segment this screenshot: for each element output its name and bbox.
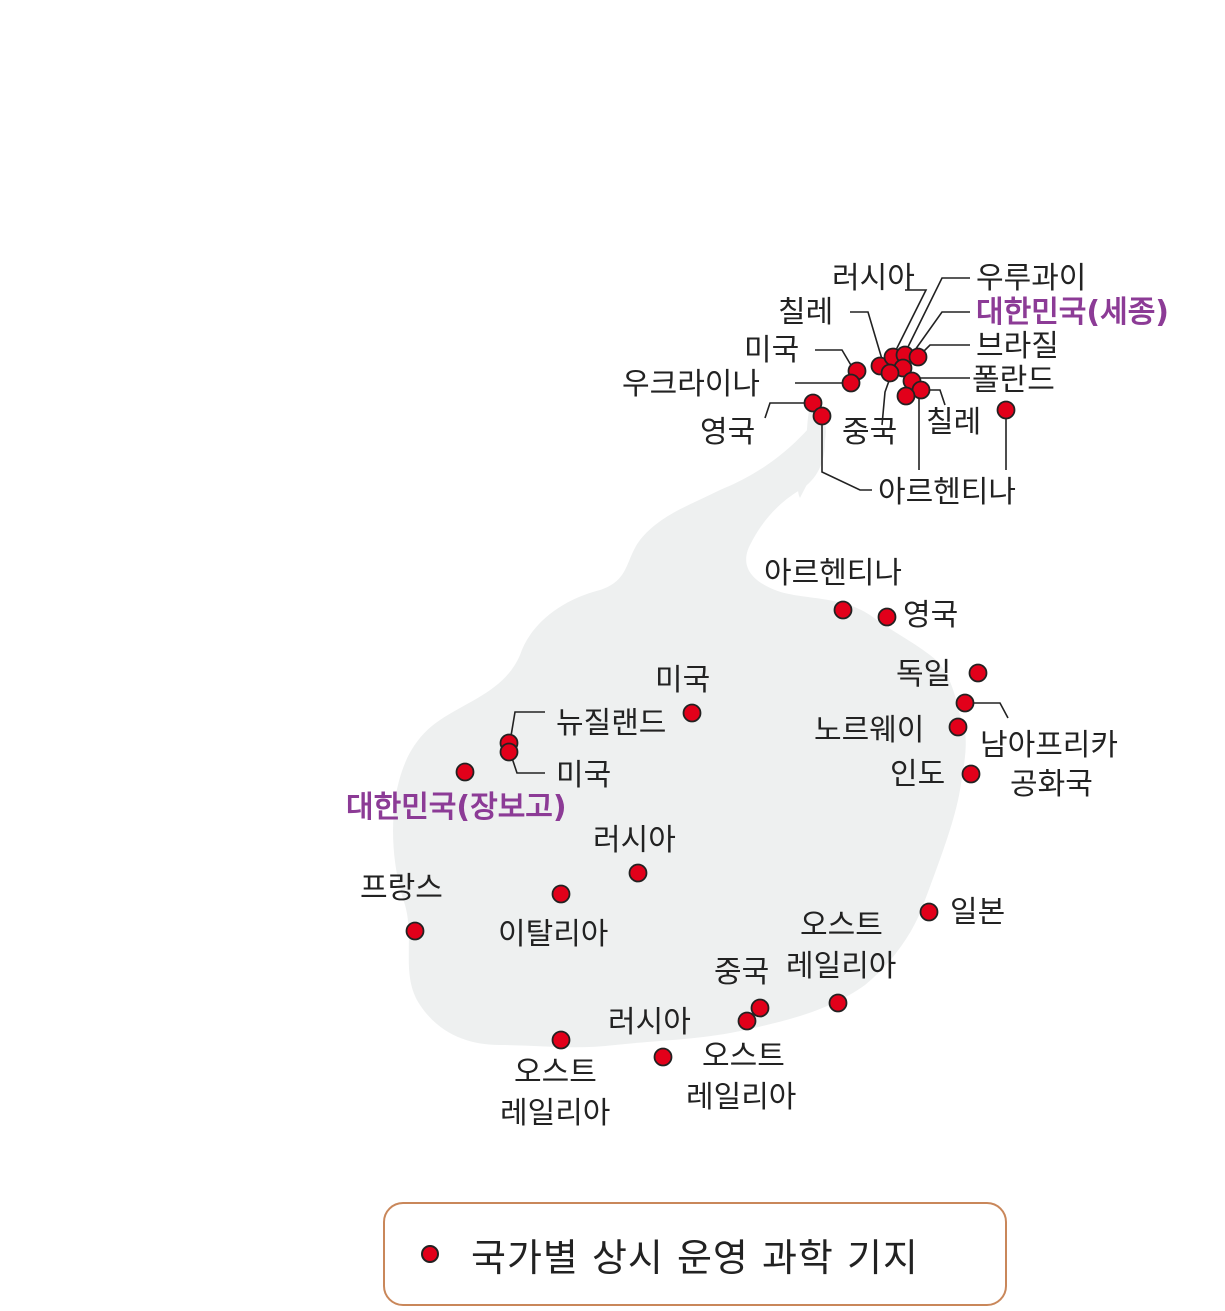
station-marker <box>996 400 1016 420</box>
leader-kg-russia <box>892 289 928 357</box>
label-m-aus1-line2: 레일리아 <box>786 949 896 984</box>
station-marker <box>628 863 648 883</box>
label-kg-argentina: 아르헨티나 <box>878 475 1016 510</box>
station-marker <box>841 373 861 393</box>
label-m-aus2-line1: 오스트 <box>702 1039 785 1074</box>
label-m-sa-line2: 공화국 <box>1010 767 1093 802</box>
leader-m-nz <box>509 711 545 743</box>
label-m-argentina: 아르헨티나 <box>764 556 902 591</box>
station-marker <box>653 1047 673 1067</box>
peninsula-landmass <box>797 402 826 498</box>
label-kg-russia: 러시아 <box>832 261 915 296</box>
label-kg-poland: 폴란드 <box>972 363 1055 398</box>
station-marker <box>737 1011 757 1031</box>
label-m-usa1: 미국 <box>655 663 710 698</box>
label-m-india: 인도 <box>890 757 945 792</box>
leader-kg-chile1 <box>850 311 885 367</box>
station-marker <box>499 742 519 762</box>
station-marker <box>455 762 475 782</box>
station-marker <box>968 663 988 683</box>
leader-kg-argentina-b <box>821 416 872 491</box>
label-kg-korea: 대한민국(세종) <box>976 295 1169 330</box>
station-marker <box>750 998 770 1018</box>
legend-station-marker <box>421 1245 439 1263</box>
station-marker <box>812 406 832 426</box>
label-m-aus3-line1: 오스트 <box>514 1055 597 1090</box>
label-m-aus1-line1: 오스트 <box>800 908 883 943</box>
station-marker <box>551 1030 571 1050</box>
label-kg-china: 중국 <box>842 415 897 450</box>
station-marker <box>961 764 981 784</box>
leader-lines <box>509 277 1009 774</box>
station-marker <box>877 607 897 627</box>
label-kg-chile1: 칠레 <box>778 295 833 330</box>
label-m-uk: 영국 <box>903 598 958 633</box>
station-marker <box>833 600 853 620</box>
label-kg-uk: 영국 <box>700 415 755 450</box>
station-marker <box>828 993 848 1013</box>
label-kg-uruguay: 우루과이 <box>976 261 1086 296</box>
label-m-sa-line1: 남아프리카 <box>980 728 1118 763</box>
label-m-russia2: 러시아 <box>608 1005 691 1040</box>
legend-label: 국가별 상시 운영 과학 기지 <box>471 1235 919 1280</box>
label-m-korea: 대한민국(장보고) <box>346 790 567 825</box>
antarctica-landmass <box>393 415 966 1048</box>
label-kg-brazil: 브라질 <box>976 329 1059 364</box>
station-marker <box>880 363 900 383</box>
label-m-russia1: 러시아 <box>593 823 676 858</box>
station-marker <box>405 921 425 941</box>
label-m-france: 프랑스 <box>360 871 443 906</box>
label-m-nz: 뉴질랜드 <box>556 706 666 741</box>
leader-kg-uk <box>764 402 813 419</box>
label-m-aus3-line2: 레일리아 <box>500 1096 610 1131</box>
label-m-japan: 일본 <box>950 895 1005 930</box>
station-markers <box>405 345 1016 1067</box>
station-marker <box>908 347 928 367</box>
label-kg-chile2: 칠레 <box>926 405 981 440</box>
label-m-italy: 이탈리아 <box>498 917 608 952</box>
station-marker <box>948 717 968 737</box>
station-marker <box>955 693 975 713</box>
leader-kg-korea <box>909 311 970 358</box>
station-marker <box>896 386 916 406</box>
map-legend: 국가별 상시 운영 과학 기지 <box>383 1202 1007 1306</box>
leader-kg-uruguay <box>903 277 970 356</box>
label-m-aus2-line2: 레일리아 <box>686 1080 796 1115</box>
label-m-germany: 독일 <box>896 657 951 692</box>
label-m-china: 중국 <box>714 955 769 990</box>
label-m-norway: 노르웨이 <box>814 713 924 748</box>
label-m-usa2: 미국 <box>556 758 611 793</box>
label-kg-ukraine: 우크라이나 <box>622 367 760 402</box>
leader-m-sa <box>965 702 1009 719</box>
station-marker <box>803 393 823 413</box>
station-marker <box>682 703 702 723</box>
station-marker <box>919 902 939 922</box>
station-labels: 러시아 우루과이 대한민국(세종) 칠레 미국 브라질 우크라이나 폴란드 영국… <box>346 261 1169 1131</box>
leader-kg-china <box>881 377 891 426</box>
station-marker <box>551 884 571 904</box>
label-kg-usa: 미국 <box>744 333 799 368</box>
